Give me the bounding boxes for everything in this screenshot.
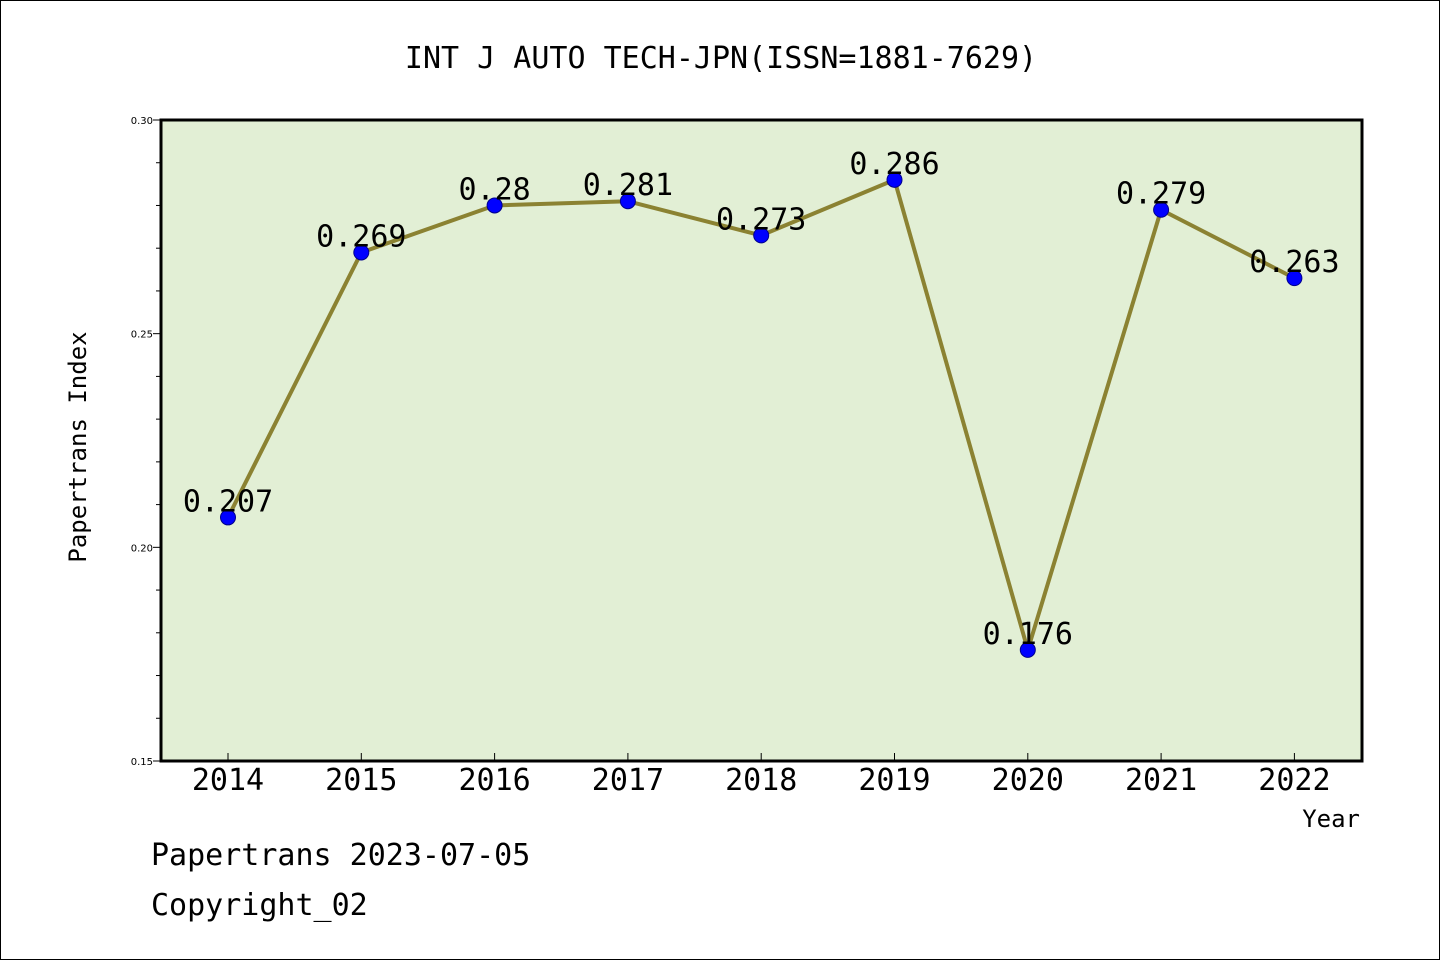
chart-title: INT J AUTO TECH-JPN(ISSN=1881-7629) <box>405 41 1037 76</box>
data-point <box>353 244 370 261</box>
data-markers <box>220 171 1303 658</box>
data-label: 0.279 <box>1116 177 1206 212</box>
y-tick-label: 0.20 <box>131 543 153 554</box>
data-label: 0.28 <box>458 172 530 207</box>
x-tick-label: 2021 <box>1125 763 1197 798</box>
y-axis-label: Papertrans Index <box>64 331 92 562</box>
plot-border <box>159 118 1364 763</box>
x-axis-label: Year <box>1302 805 1360 833</box>
data-label: 0.269 <box>316 219 406 254</box>
x-tick-label: 2019 <box>858 763 930 798</box>
data-point <box>1286 270 1303 287</box>
x-tick-label: 2022 <box>1258 763 1330 798</box>
data-label: 0.207 <box>183 484 273 519</box>
data-labels: 0.207 0.269 0.28 0.281 0.273 0.286 0.176 0.279 0… <box>183 147 1340 652</box>
y-tick-label: 0.25 <box>131 330 153 341</box>
footer-date: Papertrans 2023-07-05 <box>151 838 530 873</box>
data-label: 0.273 <box>716 202 806 237</box>
x-tick-label: 2020 <box>992 763 1064 798</box>
data-point <box>753 227 770 244</box>
data-point <box>1153 201 1170 218</box>
data-label: 0.263 <box>1249 245 1339 280</box>
x-tick-label: 2018 <box>725 763 797 798</box>
x-tick-label: 2017 <box>592 763 664 798</box>
x-tick-label: 2015 <box>325 763 397 798</box>
data-point <box>220 509 236 526</box>
data-point <box>486 197 503 214</box>
data-point <box>886 171 903 188</box>
data-label: 0.176 <box>983 617 1073 652</box>
x-axis-ticks: 2014 2015 2016 2017 2018 2019 2020 2021 2022 <box>192 753 1331 798</box>
data-point <box>1019 641 1036 658</box>
y-tick-label: 0.30 <box>131 116 153 127</box>
data-point <box>619 193 636 210</box>
x-tick-label: 2016 <box>458 763 530 798</box>
data-label: 0.281 <box>583 168 673 203</box>
plot-area <box>161 120 1362 761</box>
y-tick-label: 0.15 <box>131 757 153 768</box>
data-label: 0.286 <box>849 147 939 182</box>
x-tick-label: 2014 <box>192 763 264 798</box>
footer-copyright: Copyright_02 <box>151 888 368 923</box>
y-axis-ticks: 0.15 0.20 0.25 0.30 <box>131 116 161 768</box>
